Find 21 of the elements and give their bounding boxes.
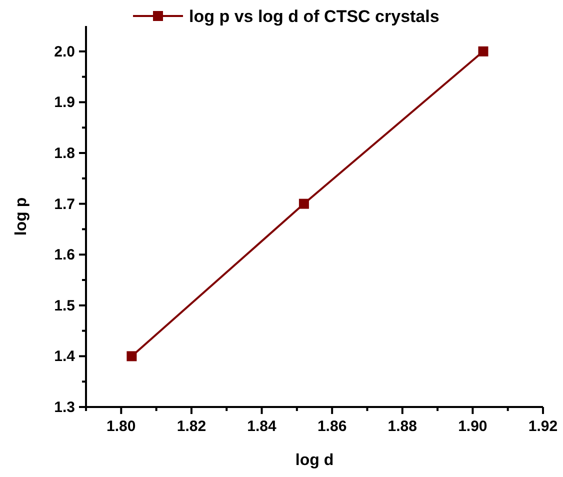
legend-label: log p vs log d of CTSC crystals	[189, 7, 440, 26]
y-tick-label: 1.4	[54, 348, 76, 366]
x-tick-label: 1.82	[176, 418, 206, 435]
y-tick-label: 1.9	[54, 94, 75, 112]
x-tick-label: 1.84	[247, 418, 278, 435]
y-tick-label: 1.6	[54, 246, 75, 264]
x-tick-label: 1.80	[106, 418, 136, 435]
y-tick-label: 1.8	[54, 145, 75, 162]
x-tick-label: 1.92	[528, 418, 558, 435]
y-tick-label: 2.0	[54, 43, 75, 60]
point	[126, 351, 137, 362]
y-tick-label: 1.5	[54, 297, 75, 314]
point	[298, 198, 309, 209]
y-tick-label: 1.3	[54, 399, 75, 416]
x-axis-title: log d	[295, 452, 334, 469]
y-tick-label: 1.7	[54, 196, 75, 213]
x-tick-label: 1.90	[458, 418, 488, 435]
x-tick-label: 1.88	[388, 418, 417, 435]
point	[478, 46, 488, 56]
x-tick-label: 1.86	[317, 418, 347, 435]
y-axis-title: log p	[13, 197, 30, 236]
